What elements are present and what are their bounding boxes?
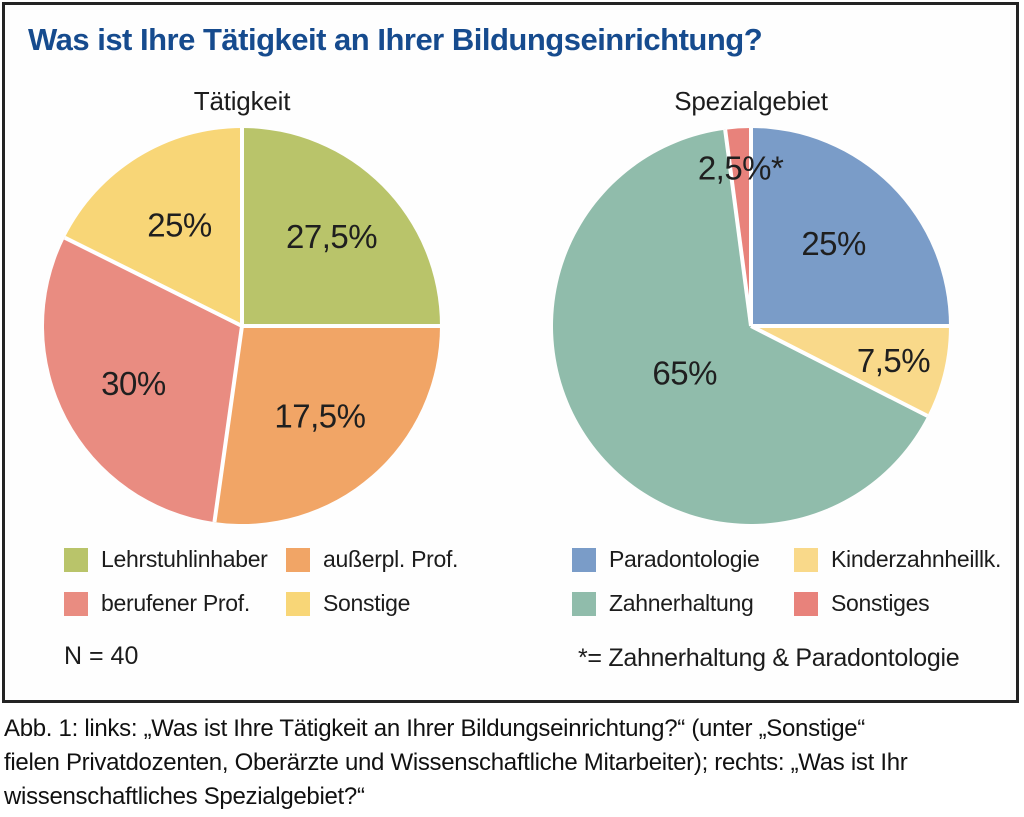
legend-swatch-kinderzahnheillk — [794, 547, 818, 572]
legend-item-ausserpl-prof: außerpl. Prof. — [286, 546, 458, 573]
slice-value-label-sonstige: 25% — [147, 207, 212, 244]
legend-label-berufener-prof: berufener Prof. — [101, 590, 250, 616]
legend-item-sonstiges: Sonstiges — [794, 590, 1001, 617]
legend-swatch-berufener-prof — [64, 591, 88, 616]
legend-item-lehrstuhlinhaber: Lehrstuhlinhaber — [64, 546, 286, 573]
legend-item-paradontologie: Paradontologie — [572, 546, 794, 573]
figure-title: Was ist Ihre Tätigkeit an Ihrer Bildungs… — [28, 22, 763, 57]
chart-spezialgebiet: Spezialgebiet 25% 7,5% 65% 2,5%* — [551, 86, 951, 526]
legend-spezialgebiet: Paradontologie Kinderzahnheillk. Zahnerh… — [572, 546, 1001, 617]
figure-caption: Abb. 1: links: „Was ist Ihre Tätigkeit a… — [4, 712, 1020, 814]
sample-size-label: N = 40 — [64, 642, 139, 670]
legend-swatch-paradontologie — [572, 547, 596, 572]
legend-label-paradontologie: Paradontologie — [609, 546, 760, 572]
caption-line-2: fielen Privatdozenten, Oberärzte und Wis… — [4, 749, 908, 776]
chart-title-spezialgebiet: Spezialgebiet — [674, 86, 828, 116]
slice-separator — [723, 129, 753, 327]
pie-slice-sonstige — [64, 128, 242, 326]
legend-label-zahnerhaltung: Zahnerhaltung — [609, 590, 754, 616]
slice-value-label-kinderzahnheillk: 7,5% — [857, 342, 930, 379]
slice-value-label-paradontologie: 25% — [801, 225, 866, 262]
caption-line-3: wissenschaftliches Spezialgebiet?“ — [4, 783, 365, 810]
legend-swatch-lehrstuhlinhaber — [64, 547, 88, 572]
pie-slice-paradontologie — [751, 128, 949, 326]
pie-slice-berufener-prof — [43, 237, 242, 523]
pie-slice-au-erpl-prof — [214, 326, 440, 524]
legend-swatch-sonstiges — [794, 591, 818, 616]
pie-slice-kinderzahnheillk — [751, 326, 949, 416]
slice-value-label-lehrstuhlinhaber: 27,5% — [286, 218, 377, 255]
pie-chart-taetigkeit: 27,5% 17,5% 30% 25% — [43, 128, 440, 524]
legend-swatch-sonstige — [286, 591, 310, 616]
chart-title-taetigkeit: Tätigkeit — [193, 86, 291, 116]
legend-label-sonstiges: Sonstiges — [831, 590, 930, 616]
slice-value-label-au-erpl-prof: 17,5% — [274, 397, 365, 434]
slice-value-label-sonstiges: 2,5%* — [698, 149, 784, 186]
legend-taetigkeit: Lehrstuhlinhaber außerpl. Prof. berufene… — [64, 546, 458, 617]
legend-label-sonstige: Sonstige — [323, 590, 411, 616]
slice-separator — [212, 325, 244, 523]
pie-slice-lehrstuhlinhaber — [242, 128, 440, 326]
slice-value-label-berufener-prof: 30% — [101, 365, 166, 402]
chart-taetigkeit: Tätigkeit 27,5% 17,5% 30% 25% — [42, 86, 442, 526]
legend-label-lehrstuhlinhaber: Lehrstuhlinhaber — [101, 546, 268, 572]
figure-frame: Was ist Ihre Tätigkeit an Ihrer Bildungs… — [2, 2, 1019, 703]
legend-swatch-ausserpl-prof — [286, 547, 310, 572]
legend-swatch-zahnerhaltung — [572, 591, 596, 616]
legend-label-ausserpl-prof: außerpl. Prof. — [323, 546, 459, 572]
asterisk-footnote: *= Zahnerhaltung & Paradontologie — [578, 644, 960, 672]
caption-line-1: Abb. 1: links: „Was ist Ihre Tätigkeit a… — [4, 715, 865, 742]
legend-item-zahnerhaltung: Zahnerhaltung — [572, 590, 794, 617]
legend-item-kinderzahnheillk: Kinderzahnheillk. — [794, 546, 1001, 573]
slice-value-label-zahnerhaltung: 65% — [652, 354, 717, 391]
pie-chart-spezialgebiet: 25% 7,5% 65% 2,5%* — [553, 128, 949, 524]
slice-separator — [63, 235, 243, 328]
slice-separator — [750, 324, 929, 418]
legend-item-sonstige: Sonstige — [286, 590, 458, 617]
legend-item-berufener-prof: berufener Prof. — [64, 590, 286, 617]
legend-label-kinderzahnheillk: Kinderzahnheillk. — [831, 546, 1002, 572]
pie-slice-zahnerhaltung — [553, 129, 928, 524]
